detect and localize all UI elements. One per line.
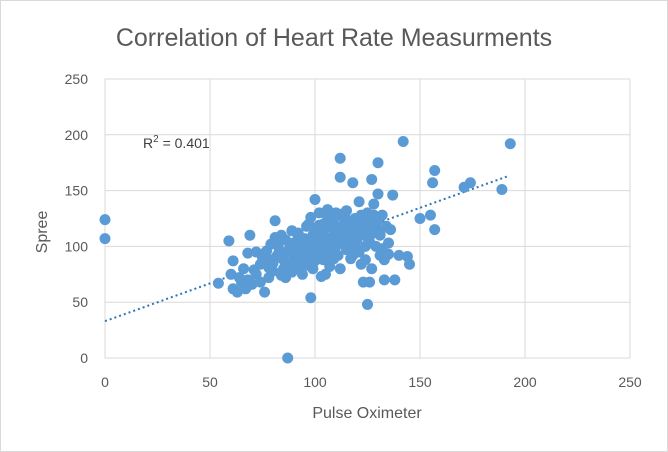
data-point bbox=[303, 218, 315, 230]
data-point bbox=[383, 248, 394, 260]
data-point bbox=[366, 263, 378, 275]
data-point bbox=[347, 249, 359, 261]
data-point bbox=[374, 227, 386, 239]
data-point bbox=[334, 263, 346, 275]
data-point bbox=[296, 268, 308, 280]
y-tick-label: 0 bbox=[80, 350, 88, 366]
data-point bbox=[347, 177, 359, 189]
data-point bbox=[372, 188, 384, 200]
x-tick-label: 0 bbox=[101, 374, 109, 390]
data-point bbox=[305, 292, 317, 304]
data-point bbox=[301, 235, 313, 247]
data-point bbox=[355, 220, 367, 232]
data-point bbox=[322, 204, 334, 216]
r-squared-label: R2 = 0.401 bbox=[143, 134, 210, 151]
data-point bbox=[263, 262, 275, 274]
data-point bbox=[273, 236, 285, 248]
y-axis-title: Spree bbox=[34, 211, 51, 254]
data-point bbox=[353, 196, 365, 208]
data-point bbox=[376, 209, 388, 221]
data-point bbox=[427, 177, 439, 189]
y-tick-label: 150 bbox=[65, 183, 89, 199]
data-point bbox=[242, 274, 254, 286]
data-point bbox=[336, 208, 348, 220]
data-point bbox=[280, 272, 292, 284]
y-tick-labels: 0 50 100 150 200 250 bbox=[65, 71, 89, 366]
data-point bbox=[504, 138, 516, 150]
data-point bbox=[397, 135, 409, 147]
data-point bbox=[242, 247, 254, 259]
data-point bbox=[238, 263, 250, 275]
data-point bbox=[244, 229, 256, 241]
data-points bbox=[99, 135, 516, 364]
data-point bbox=[334, 152, 346, 164]
data-point bbox=[313, 207, 325, 219]
data-point bbox=[248, 264, 260, 276]
data-point bbox=[288, 262, 300, 274]
data-point bbox=[385, 224, 397, 236]
y-tick-label: 200 bbox=[65, 127, 89, 143]
data-point bbox=[282, 352, 294, 364]
data-point bbox=[259, 286, 271, 298]
data-point bbox=[429, 224, 441, 236]
data-point bbox=[414, 213, 426, 224]
data-point bbox=[364, 276, 376, 288]
data-point bbox=[425, 209, 436, 221]
data-point bbox=[359, 254, 371, 266]
data-point bbox=[383, 237, 394, 249]
trendline bbox=[104, 175, 509, 323]
data-point bbox=[387, 189, 399, 201]
data-point bbox=[223, 235, 235, 247]
data-point bbox=[464, 177, 476, 189]
data-point bbox=[309, 194, 321, 206]
data-point bbox=[225, 268, 237, 280]
data-point bbox=[404, 258, 415, 270]
data-point bbox=[250, 246, 262, 258]
data-point bbox=[99, 214, 111, 226]
data-point bbox=[366, 173, 378, 185]
data-point bbox=[496, 183, 508, 195]
data-point bbox=[429, 165, 441, 177]
x-tick-label: 200 bbox=[513, 374, 537, 390]
x-tick-label: 100 bbox=[303, 374, 327, 390]
y-tick-label: 100 bbox=[65, 238, 89, 254]
x-tick-label: 150 bbox=[408, 374, 432, 390]
data-point bbox=[372, 157, 384, 169]
x-tick-labels: 0 50 100 150 200 250 bbox=[101, 374, 642, 390]
data-point bbox=[259, 247, 271, 259]
data-point bbox=[315, 271, 327, 283]
data-point bbox=[393, 249, 405, 261]
data-point bbox=[254, 276, 266, 288]
data-point bbox=[269, 215, 281, 227]
data-point bbox=[309, 227, 321, 239]
chart-title: Correlation of Heart Rate Measurments bbox=[116, 24, 552, 52]
x-tick-label: 250 bbox=[618, 374, 642, 390]
data-point bbox=[368, 198, 380, 210]
y-tick-label: 50 bbox=[72, 294, 88, 310]
data-point bbox=[212, 277, 224, 289]
data-point bbox=[99, 233, 111, 245]
x-axis-title: Pulse Oximeter bbox=[312, 405, 422, 422]
data-point bbox=[364, 236, 376, 248]
data-point bbox=[378, 274, 390, 286]
data-point bbox=[275, 252, 287, 264]
data-point bbox=[231, 286, 243, 298]
data-point bbox=[389, 274, 401, 286]
y-tick-label: 250 bbox=[65, 71, 89, 87]
data-point bbox=[227, 255, 239, 267]
data-point bbox=[286, 225, 298, 237]
data-point bbox=[334, 171, 346, 183]
x-tick-label: 50 bbox=[202, 374, 218, 390]
data-point bbox=[328, 253, 340, 265]
data-point bbox=[362, 298, 373, 310]
data-point bbox=[307, 263, 319, 275]
